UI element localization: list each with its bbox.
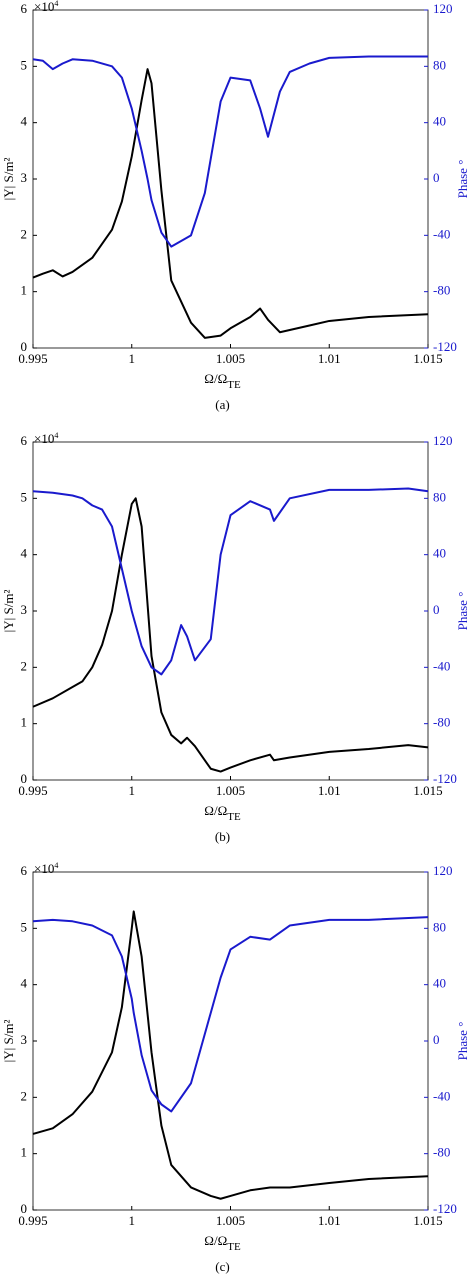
y2-tick-label: -80 [433,283,450,298]
caption: (a) [215,397,229,412]
y2-tick-label: 40 [433,976,446,991]
y-axis-label: |Y| S/m² [1,1020,16,1063]
y2-tick-label: 40 [433,546,446,561]
y2-tick-label: -40 [433,658,450,673]
y2-tick-label: 120 [433,433,453,448]
x-axis-label: Ω/ΩTE [204,1233,241,1253]
y-tick-label: 6 [21,863,28,878]
y-tick-label: 1 [21,715,28,730]
y2-tick-label: -120 [433,771,457,786]
x-tick-label: 0.995 [18,1213,47,1228]
x-axis-label-sub: TE [227,1241,241,1253]
y-tick-label: 2 [21,226,28,241]
panel: 0.995 1 1.005 1.01 1.015 0 1 2 3 4 5 6 -120 -80 -40 0 40… [1,431,470,844]
panel: 0.995 1 1.005 1.01 1.015 0 1 2 3 4 5 6 -120 -80 -40 0 40… [1,861,470,1274]
y-tick-label: 0 [21,339,28,354]
data-line [32,910,429,1200]
multiplier-exp: 4 [54,861,58,870]
data-line [32,55,428,248]
x-tick-label: 1.015 [413,783,442,798]
y-tick-label: 0 [21,771,28,786]
y-axis-label: |Y| S/m² [1,158,16,201]
x-tick-label: 1.005 [216,351,245,366]
x-tick-label: 1.005 [216,783,245,798]
y2-tick-label: -120 [433,1201,457,1216]
caption: (b) [215,829,230,844]
y-tick-label: 3 [21,1032,28,1047]
panel: 0.995 1 1.005 1.01 1.015 0 1 2 3 4 5 6 -120 -80 -40 0 40… [1,0,470,412]
data-line [32,916,429,1113]
multiplier: ×104 [34,431,58,446]
y2-tick-label: -40 [433,1088,450,1103]
y-tick-label: 5 [21,919,28,934]
x-axis-label-main: Ω/Ω [204,1233,227,1248]
y2-tick-label: 80 [433,919,446,934]
y2-tick-label: -80 [433,715,450,730]
y-tick-label: 1 [21,1145,28,1160]
x-tick-label: 1.01 [318,351,341,366]
y-tick-label: 2 [21,1088,28,1103]
caption: (c) [215,1259,229,1274]
y-tick-label: 5 [21,57,28,72]
data-line [32,487,429,676]
multiplier-base: ×10 [34,0,54,14]
x-tick-label: 1 [129,1213,136,1228]
data-line [32,68,429,339]
y-tick-label: 5 [21,489,28,504]
y2-axis-label: Phase ° [455,160,470,199]
x-axis-label-sub: TE [227,379,241,391]
x-axis-label-main: Ω/Ω [204,803,227,818]
y2-axis-label: Phase ° [455,592,470,631]
multiplier-base: ×10 [34,431,54,446]
multiplier-base: ×10 [34,861,54,876]
y2-tick-label: 120 [433,1,453,16]
y2-tick-label: 80 [433,489,446,504]
multiplier-exp: 4 [54,0,58,8]
plot-frame [32,441,429,781]
multiplier: ×104 [34,861,58,876]
x-tick-label: 1.015 [413,351,442,366]
x-axis-label: Ω/ΩTE [204,803,241,823]
x-tick-label: 1.005 [216,1213,245,1228]
y-tick-label: 3 [21,602,28,617]
y-tick-label: 6 [21,433,28,448]
multiplier-exp: 4 [54,431,58,440]
y-axis-label: |Y| S/m² [1,590,16,633]
y2-tick-label: 0 [433,170,440,185]
x-tick-label: 1 [129,783,136,798]
multiplier: ×104 [34,0,58,14]
y2-tick-label: -40 [433,226,450,241]
y2-tick-label: 120 [433,863,453,878]
y2-axis-label: Phase ° [455,1022,470,1061]
y-tick-label: 4 [21,114,28,129]
y-tick-label: 4 [21,546,28,561]
x-tick-label: 1 [129,351,136,366]
x-tick-label: 1.01 [318,783,341,798]
y-tick-label: 6 [21,1,28,16]
y2-tick-label: -80 [433,1145,450,1160]
y2-tick-label: 40 [433,114,446,129]
y2-tick-label: 80 [433,57,446,72]
y-tick-label: 2 [21,658,28,673]
y-tick-label: 3 [21,170,28,185]
x-tick-label: 1.01 [318,1213,341,1228]
data-line [32,497,429,773]
x-tick-label: 1.015 [413,1213,442,1228]
y-tick-label: 0 [21,1201,28,1216]
y2-tick-label: -120 [433,339,457,354]
x-axis-label-main: Ω/Ω [204,371,227,386]
y-tick-label: 1 [21,283,28,298]
y-tick-label: 4 [21,976,28,991]
x-tick-label: 0.995 [18,351,47,366]
x-axis-label-sub: TE [227,811,241,823]
x-tick-label: 0.995 [18,783,47,798]
x-axis-label: Ω/ΩTE [204,371,241,391]
y2-tick-label: 0 [433,602,440,617]
plot-frame [32,871,429,1211]
y2-tick-label: 0 [433,1032,440,1047]
